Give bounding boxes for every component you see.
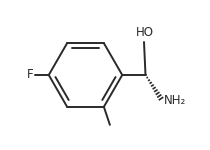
Text: HO: HO (136, 26, 154, 39)
Text: F: F (27, 69, 34, 81)
Text: NH₂: NH₂ (164, 94, 186, 107)
